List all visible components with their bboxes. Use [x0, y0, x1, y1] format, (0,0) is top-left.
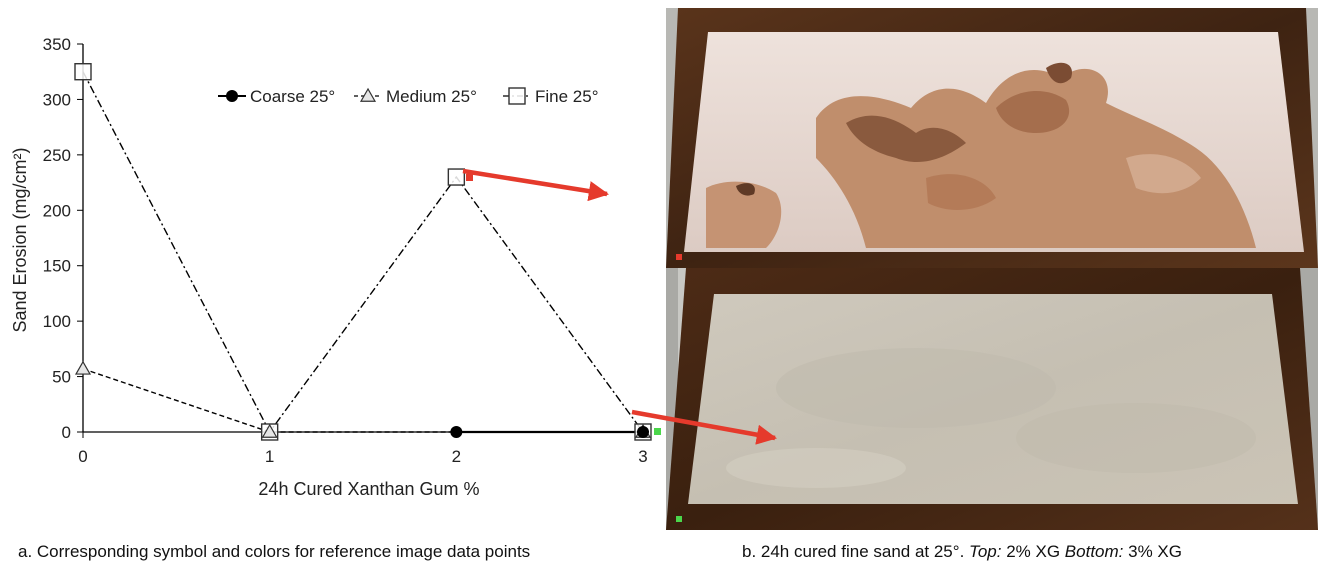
chart-green-marker [654, 428, 661, 435]
y-tick-label: 100 [43, 312, 71, 331]
caption-b-bottom-label: Bottom: [1064, 542, 1124, 561]
x-tick-label: 1 [265, 447, 274, 466]
legend-label: Coarse 25° [250, 87, 335, 106]
top-photo-2pct-xg [666, 8, 1318, 268]
legend-marker [226, 90, 238, 102]
caption-b-bottom-value: 3% XG [1123, 542, 1182, 561]
legend: Coarse 25° Medium 25° Fine 25° [218, 87, 599, 106]
caption-b-prefix: b. 24h cured fine sand at 25°. [742, 542, 970, 561]
y-axis-title: Sand Erosion (mg/cm²) [10, 147, 30, 332]
series-line-medium [82, 368, 643, 433]
data-point-medium [74, 360, 92, 375]
x-tick-label: 2 [452, 447, 461, 466]
caption-b-top-label: Top: [969, 542, 1002, 561]
arrow-to-top-photo [462, 168, 609, 202]
y-tick-label: 300 [43, 90, 71, 109]
legend-label: Medium 25° [386, 87, 477, 106]
chart-red-marker [466, 174, 473, 181]
top-photo-red-marker [676, 254, 682, 260]
erosion-chart: 0 50 100 150 200 250 300 350 0 1 2 3 Coarse 25° Medi… [10, 35, 652, 499]
x-tick-label: 0 [78, 447, 87, 466]
data-point-medium [261, 423, 278, 438]
x-axis-title: 24h Cured Xanthan Gum % [258, 479, 479, 499]
y-tick-label: 0 [62, 423, 71, 442]
caption-b-top-value: 2% XG [1001, 542, 1065, 561]
series-line-fine [82, 71, 644, 434]
arrow-to-bottom-photo [631, 409, 777, 445]
y-tick-label: 200 [43, 201, 71, 220]
bottom-photo-3pct-xg [666, 268, 1318, 530]
caption-a: a. Corresponding symbol and colors for r… [18, 542, 531, 561]
legend-label: Fine 25° [535, 87, 599, 106]
y-tick-label: 150 [43, 257, 71, 276]
legend-marker [359, 87, 377, 102]
y-tick-label: 50 [52, 368, 71, 387]
data-point-fine [74, 63, 92, 81]
bottom-photo-green-marker [676, 516, 682, 522]
x-tick-label: 3 [638, 447, 647, 466]
data-point-fine [447, 168, 466, 186]
axes: 0 50 100 150 200 250 300 350 0 1 2 3 [43, 35, 648, 466]
data-point-coarse [637, 426, 649, 438]
y-tick-label: 250 [43, 146, 71, 165]
legend-marker [508, 87, 526, 105]
caption-b: b. 24h cured fine sand at 25°. Top: 2% X… [742, 542, 1182, 562]
y-tick-label: 350 [43, 35, 71, 54]
data-point-coarse [450, 426, 463, 438]
plot-area [74, 63, 652, 441]
